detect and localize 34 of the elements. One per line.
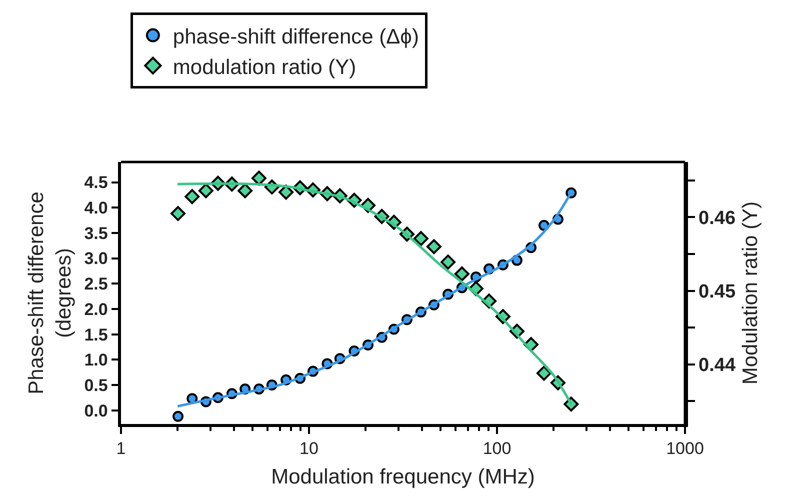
legend-label: modulation ratio (Y) (172, 56, 356, 79)
x-axis-title: Modulation frequency (MHz) (271, 465, 535, 488)
y-tick-label: 1.5 (84, 325, 108, 344)
point (454, 266, 470, 282)
y-tick-label: 0.0 (84, 401, 108, 420)
y-tick-label: 3.5 (84, 224, 108, 243)
point (238, 183, 253, 198)
point (170, 206, 186, 222)
y-tick-label: 0.5 (84, 376, 108, 395)
x-tick-label: 10 (300, 439, 318, 458)
point (172, 410, 184, 422)
point (198, 183, 214, 198)
y-tick-label: 2.5 (84, 274, 108, 294)
y2-tick-label: 0.46 (698, 208, 736, 229)
point (536, 366, 552, 381)
x-tick-label: 100 (482, 439, 512, 458)
y-tick-label: 1.0 (84, 350, 108, 370)
y-tick-label: 4.5 (84, 173, 108, 192)
point (251, 170, 266, 186)
point (184, 189, 200, 204)
point (440, 254, 456, 270)
x-tick-label: 1 (116, 439, 126, 458)
point (278, 184, 294, 200)
y-axis-title: Phase-shift difference (degrees) (25, 192, 76, 394)
y2-axis-title: Modulation ratio (Y) (739, 201, 762, 385)
y-tick-label: 4.0 (84, 198, 108, 218)
y2-tick-label: 0.45 (698, 281, 736, 302)
x-tick-label: 1000 (666, 439, 704, 458)
y2-tick-label: 0.44 (698, 355, 736, 376)
y-tick-label: 2.0 (84, 300, 108, 319)
y-tick-label: 3.0 (84, 249, 108, 268)
point (413, 231, 428, 246)
point (426, 239, 442, 254)
legend-label: phase-shift difference (Δϕ) (172, 26, 419, 48)
